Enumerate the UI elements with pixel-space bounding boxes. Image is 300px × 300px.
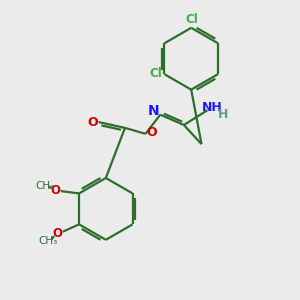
Text: Cl: Cl xyxy=(185,13,198,26)
Text: H: H xyxy=(218,108,228,121)
Text: O: O xyxy=(50,184,60,197)
Text: Cl: Cl xyxy=(150,67,163,80)
Text: N: N xyxy=(148,104,160,118)
Text: O: O xyxy=(146,126,157,139)
Text: O: O xyxy=(52,227,62,240)
Text: CH₃: CH₃ xyxy=(35,181,54,191)
Text: O: O xyxy=(88,116,98,128)
Text: CH₃: CH₃ xyxy=(38,236,58,245)
Text: NH: NH xyxy=(202,101,223,114)
